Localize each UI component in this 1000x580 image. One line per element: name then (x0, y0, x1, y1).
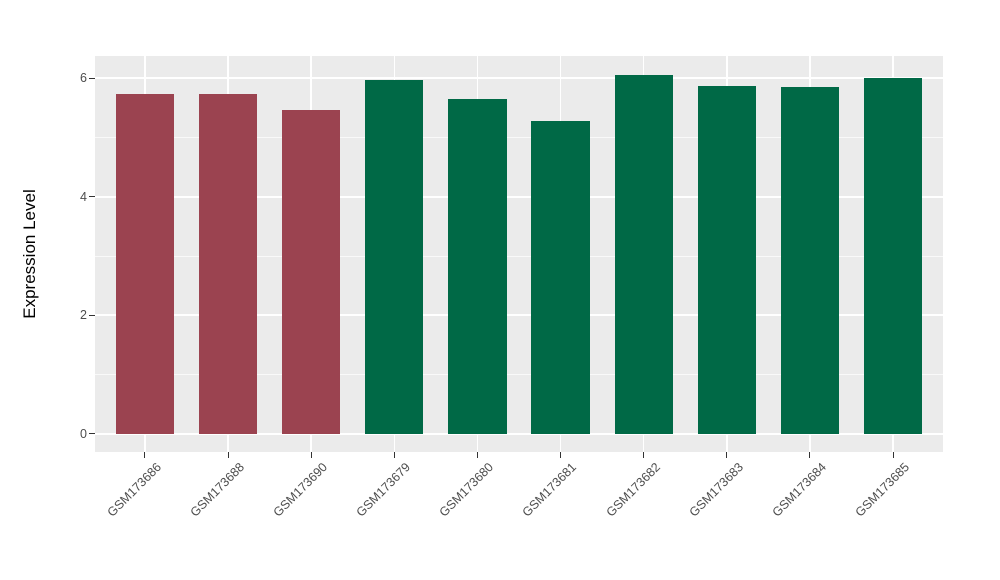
x-tick-mark (643, 452, 645, 458)
bar-GSM173688 (198, 94, 258, 434)
x-tick-label: GSM173686 (104, 460, 164, 520)
bar-GSM173680 (448, 99, 507, 434)
y-gridline-minor (95, 373, 943, 375)
y-axis-title: Expression Level (20, 189, 39, 319)
x-tick-label: GSM173679 (353, 460, 414, 520)
y-tick-mark (89, 314, 95, 316)
y-tick-mark (89, 77, 95, 79)
bar-GSM173679 (365, 80, 424, 434)
x-tick-label: GSM173688 (187, 460, 247, 520)
bar-GSM173683 (697, 86, 756, 434)
x-tick-mark (809, 452, 811, 458)
x-tick-label: GSM173685 (852, 460, 913, 520)
bar-GSM173684 (780, 86, 840, 434)
bar-GSM173690 (282, 109, 341, 434)
y-tick-label: 6 (80, 71, 87, 86)
bar-GSM173681 (531, 120, 590, 434)
x-tick-mark (726, 452, 728, 458)
x-tick-mark (560, 452, 562, 458)
y-gridline-minor (95, 137, 943, 139)
x-tick-label: GSM173682 (603, 460, 663, 520)
bar-GSM173682 (614, 74, 673, 434)
y-gridline-minor (95, 255, 943, 257)
y-tick-label: 4 (80, 189, 87, 204)
x-tick-mark (476, 452, 478, 458)
x-tick-label: GSM173681 (519, 460, 580, 520)
x-tick-label: GSM173680 (436, 460, 497, 520)
y-tick-mark (89, 196, 95, 198)
y-tick-label: 2 (80, 308, 87, 323)
y-gridline-major (95, 77, 943, 80)
y-gridline-major (95, 432, 943, 435)
bar-GSM173686 (115, 93, 174, 434)
x-tick-mark (393, 452, 395, 458)
y-tick-mark (89, 433, 95, 435)
y-tick-label: 0 (80, 426, 87, 441)
plot-panel (95, 56, 943, 452)
x-tick-label: GSM173684 (769, 460, 829, 520)
x-tick-mark (227, 452, 229, 458)
x-tick-mark (310, 452, 312, 458)
x-tick-label: GSM173690 (270, 460, 331, 520)
x-tick-mark (892, 452, 894, 458)
bar-GSM173685 (864, 78, 923, 434)
y-gridline-major (95, 195, 943, 198)
y-gridline-major (95, 314, 943, 317)
x-tick-mark (144, 452, 146, 458)
x-tick-label: GSM173683 (686, 460, 746, 520)
